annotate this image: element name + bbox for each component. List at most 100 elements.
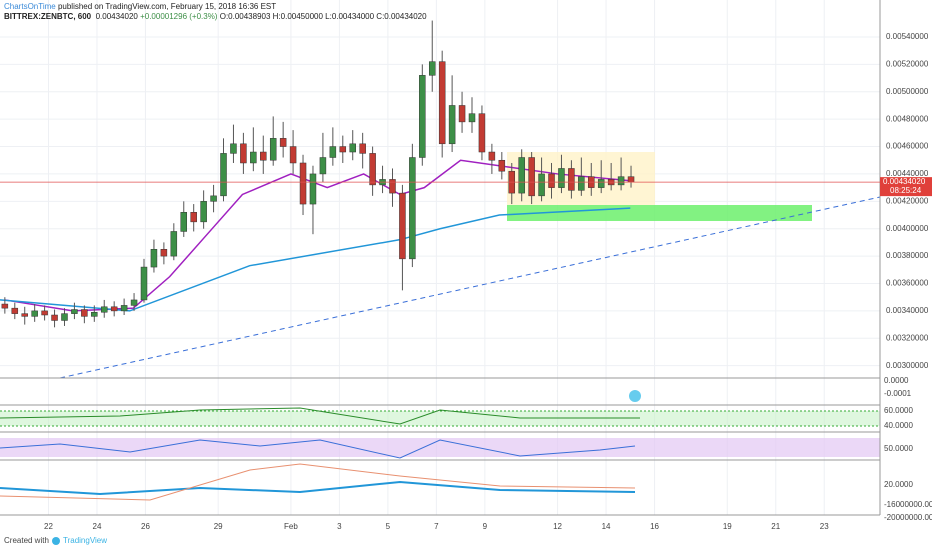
- candle-body: [369, 153, 376, 186]
- candle-body: [309, 173, 317, 205]
- change: +0.00001296 (+0.3%): [140, 12, 218, 21]
- ohlc: O:0.00438903 H:0.00450000 L:0.00434000 C…: [219, 12, 427, 21]
- indicator-panes: [0, 377, 880, 516]
- candle-body: [190, 212, 197, 223]
- author[interactable]: ChartsOnTime: [4, 2, 56, 11]
- candle-body: [627, 176, 635, 183]
- candle-body: [71, 309, 78, 314]
- candle-body: [488, 151, 496, 161]
- candle-body: [578, 176, 585, 191]
- candle-body: [130, 299, 138, 306]
- footer-brand: TradingView: [63, 536, 107, 545]
- candle-body: [339, 146, 347, 153]
- candle-body: [41, 310, 48, 316]
- indicator-axis-label: -20000000.0000: [884, 513, 932, 522]
- price: 0.00434020: [95, 12, 138, 21]
- footer-text: Created with: [4, 536, 49, 545]
- y-tick-label: 0.00540000: [886, 32, 929, 41]
- x-tick-label: 3: [337, 522, 342, 531]
- indicator-axis-label: 40.0000: [884, 421, 913, 430]
- indicator-axis-label: 0.0000: [884, 376, 909, 385]
- candle-body: [180, 212, 188, 232]
- candle-body: [399, 192, 406, 260]
- candle-body: [458, 105, 466, 123]
- publish-line: ChartsOnTime published on TradingView.co…: [4, 2, 276, 11]
- candle-body: [120, 305, 128, 312]
- candle-body: [61, 313, 68, 321]
- x-tick-label: 26: [141, 522, 150, 531]
- y-tick-label: 0.00420000: [886, 196, 929, 205]
- candle-body: [558, 168, 565, 188]
- x-tick-label: 19: [723, 522, 732, 531]
- candle-body: [319, 157, 327, 175]
- candle-body: [419, 75, 426, 158]
- x-tick-label: 9: [483, 522, 488, 531]
- support-zone: [507, 205, 812, 221]
- candle-body: [220, 153, 227, 197]
- symbol-line: BITTREX:ZENBTC, 600 0.00434020 +0.000012…: [4, 12, 427, 21]
- candle-body: [210, 195, 217, 202]
- candle-body: [150, 249, 158, 268]
- x-tick-label: 23: [820, 522, 829, 531]
- candle-body: [81, 309, 88, 317]
- y-tick-label: 0.00460000: [886, 142, 929, 151]
- band: [0, 411, 880, 426]
- x-tick-label: 5: [386, 522, 391, 531]
- grid: [0, 0, 880, 515]
- last-price-box: [880, 177, 932, 197]
- y-tick-label: 0.00500000: [886, 87, 929, 96]
- symbol: BITTREX:ZENBTC, 600: [4, 12, 92, 21]
- candle-body: [538, 173, 545, 197]
- candle-body: [548, 173, 555, 188]
- candle-body: [299, 162, 307, 205]
- x-tick-label: 21: [771, 522, 780, 531]
- band: [0, 438, 880, 457]
- candle-body: [438, 61, 446, 145]
- candle-body: [617, 176, 625, 186]
- candle-body: [200, 201, 207, 223]
- candle-body: [170, 231, 178, 257]
- candle-body: [260, 151, 267, 161]
- x-tick-label: 29: [214, 522, 223, 531]
- candle-body: [448, 105, 456, 145]
- candle-body: [140, 266, 148, 301]
- candle-body: [498, 159, 506, 172]
- candle-body: [409, 157, 416, 260]
- highlight: [629, 390, 641, 402]
- candle-body: [11, 307, 19, 314]
- indicator-line: [0, 407, 640, 425]
- candle-body: [428, 61, 436, 76]
- published: published on TradingView.com, February 1…: [55, 2, 277, 11]
- candle-body: [478, 113, 486, 153]
- indicator-line: [0, 480, 636, 496]
- candle-body: [269, 138, 277, 161]
- y-tick-label: 0.00520000: [886, 59, 929, 68]
- candle-body: [1, 303, 9, 309]
- indicator-axis-label: 50.0000: [884, 444, 913, 453]
- y-tick-label: 0.00440000: [886, 169, 929, 178]
- indicator-axis-label: 60.0000: [884, 406, 913, 415]
- y-tick-label: 0.00320000: [886, 333, 929, 342]
- candle-body: [160, 249, 168, 257]
- candle-body: [230, 143, 237, 154]
- trend-line: [59, 196, 881, 379]
- x-tick-label: 12: [553, 522, 562, 531]
- candle-body: [279, 138, 287, 147]
- countdown: 08:25:24: [890, 186, 922, 195]
- y-tick-label: 0.00360000: [886, 279, 929, 288]
- candle-body: [250, 151, 257, 164]
- candle-body: [359, 143, 366, 154]
- x-tick-label: 7: [434, 522, 439, 531]
- candle-body: [329, 146, 337, 158]
- x-tick-label: 22: [44, 522, 53, 531]
- y-tick-label: 0.00340000: [886, 306, 929, 315]
- candle-body: [51, 314, 58, 321]
- x-tick-label: Feb: [284, 522, 298, 531]
- candle-body: [349, 143, 356, 153]
- candle-body: [289, 146, 297, 164]
- y-tick-label: 0.00380000: [886, 251, 929, 260]
- candle-body: [389, 179, 396, 194]
- candle-body: [31, 310, 38, 317]
